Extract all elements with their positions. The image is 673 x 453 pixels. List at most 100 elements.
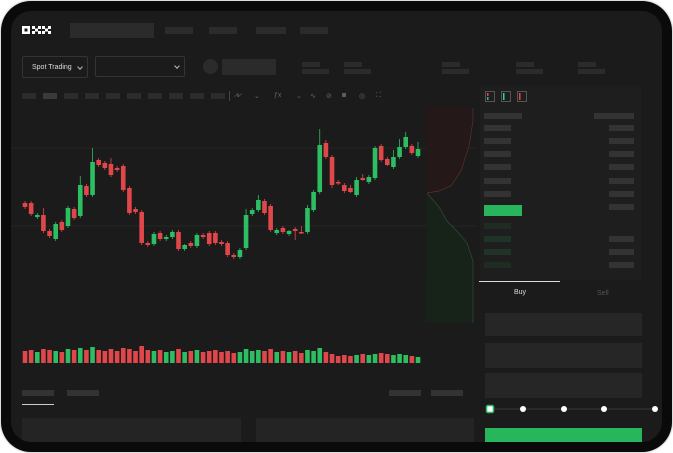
volume-bar	[108, 349, 114, 363]
timeframe-tab[interactable]	[85, 93, 99, 99]
candle	[409, 144, 415, 155]
spot-trading-label: Spot Trading	[32, 63, 72, 71]
ask-amount	[609, 164, 634, 170]
tab-order-history[interactable]	[67, 390, 99, 396]
volume-bar	[127, 349, 132, 363]
candle	[323, 140, 329, 159]
candle-body	[305, 208, 310, 232]
volume-bar	[163, 352, 169, 363]
candle	[133, 207, 138, 214]
line-tool-icon[interactable]: ∿	[310, 93, 316, 100]
total-input[interactable]	[485, 373, 642, 398]
candle	[329, 155, 335, 188]
candle	[225, 241, 230, 257]
nav-item[interactable]	[256, 27, 286, 34]
candle-body	[22, 203, 28, 207]
candle	[34, 213, 40, 219]
orderbook-bids-icon[interactable]	[501, 91, 511, 102]
candle	[280, 226, 286, 234]
orderbook-both-icon[interactable]	[485, 91, 495, 102]
candle-body	[133, 209, 138, 212]
candle-body	[354, 180, 359, 195]
amount-slider[interactable]	[481, 401, 662, 417]
candle-body	[329, 157, 335, 185]
buy-button[interactable]	[485, 428, 642, 442]
slider-stop-50[interactable]	[561, 406, 567, 412]
candle-body	[274, 230, 280, 233]
timeframe-tab[interactable]	[22, 93, 36, 99]
orderbook-asks-icon[interactable]	[517, 91, 527, 102]
tab-sell[interactable]: Sell	[597, 290, 609, 297]
ruler-icon[interactable]: ⊘	[326, 93, 332, 100]
slider-stop-100[interactable]	[652, 406, 658, 412]
stat-label	[516, 62, 534, 67]
ask-price	[484, 164, 511, 170]
pair-dropdown[interactable]	[95, 56, 185, 77]
nav-item[interactable]	[300, 27, 328, 34]
timeframe-tab[interactable]	[64, 93, 78, 99]
chevron-down-icon[interactable]: ⌄	[254, 93, 260, 100]
settings-icon[interactable]: ◎	[359, 93, 366, 100]
volume-bar	[292, 351, 298, 363]
volume-bar	[262, 351, 267, 363]
timeframe-tab[interactable]	[211, 93, 225, 99]
volume-bar	[170, 351, 175, 363]
volume-bar	[188, 351, 194, 363]
slider-stop-25[interactable]	[520, 406, 526, 412]
candle	[170, 230, 175, 239]
candle-body	[53, 224, 59, 239]
timeframe-tab[interactable]	[169, 93, 183, 99]
price-input[interactable]	[485, 313, 642, 336]
candle	[274, 228, 280, 235]
candle	[145, 241, 151, 247]
indicator-icon[interactable]: ƒx	[274, 92, 282, 99]
volume-bar	[151, 351, 157, 363]
candle	[317, 129, 323, 194]
timeframe-tab[interactable]	[106, 93, 120, 99]
candle	[378, 144, 384, 162]
candle-body	[243, 215, 249, 248]
candle-body	[102, 163, 108, 168]
volume-bar	[133, 351, 138, 363]
candle	[342, 183, 347, 193]
bid-price	[484, 249, 511, 255]
amount-input[interactable]	[485, 343, 642, 368]
candle-body	[348, 188, 353, 192]
fullscreen-icon[interactable]: ⛶	[376, 92, 381, 99]
ask-amount	[609, 204, 634, 210]
tab-buy[interactable]: Buy	[514, 289, 527, 296]
volume-bar	[299, 353, 304, 363]
spot-trading-dropdown[interactable]: Spot Trading	[22, 56, 88, 78]
tab-open-orders[interactable]	[22, 390, 54, 396]
search-bar[interactable]	[70, 23, 154, 38]
nav-item[interactable]	[165, 27, 193, 34]
stat-label	[578, 62, 596, 67]
timeframe-tab[interactable]	[148, 93, 162, 99]
candle	[200, 233, 206, 239]
chevron-down-icon[interactable]: ⌄	[296, 93, 302, 100]
volume-bar	[268, 349, 273, 363]
slider-handle[interactable]	[485, 404, 495, 414]
candle	[206, 231, 212, 246]
volume-bar	[354, 355, 359, 363]
candle-body	[249, 210, 255, 214]
candle	[59, 220, 65, 232]
filter-button[interactable]	[431, 390, 463, 396]
nav-item[interactable]	[209, 27, 237, 34]
candle	[84, 184, 89, 197]
timeframe-tab[interactable]	[127, 93, 141, 99]
candle-body	[311, 192, 316, 210]
candle-body	[372, 148, 378, 178]
volume-bar	[305, 350, 310, 363]
slider-stop-75[interactable]	[601, 406, 607, 412]
timeframe-tab[interactable]	[43, 93, 57, 99]
candle-type-icon[interactable]: ⩘⩗	[234, 92, 242, 99]
ask-price	[484, 191, 511, 197]
candle	[151, 232, 157, 246]
candlestick-chart[interactable]	[11, 11, 481, 381]
timeframe-tab[interactable]	[190, 93, 204, 99]
filter-button[interactable]	[389, 390, 421, 396]
candle	[28, 201, 34, 216]
stat-value	[578, 69, 605, 74]
camera-icon[interactable]: ◙	[342, 92, 347, 99]
